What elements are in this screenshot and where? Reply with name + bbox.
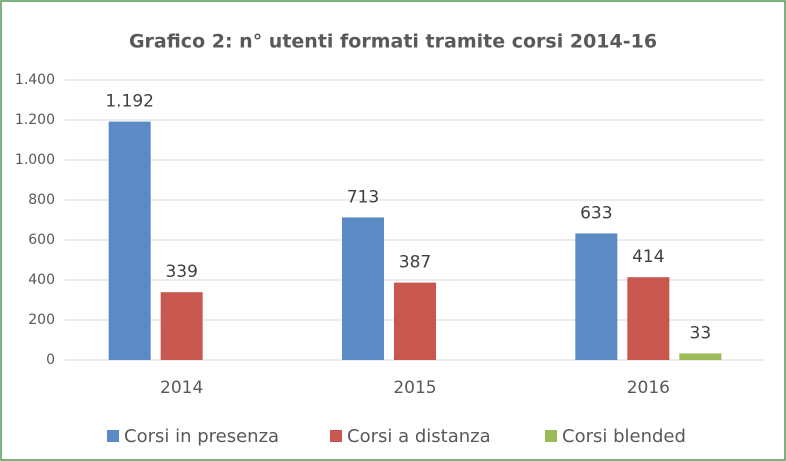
data-label: 633 <box>580 203 612 223</box>
bar <box>342 217 384 360</box>
bar <box>160 292 203 360</box>
y-tick-label: 200 <box>28 312 55 328</box>
legend-label: Corsi blended <box>562 426 686 447</box>
x-tick-label: 2015 <box>393 378 436 398</box>
x-tick-label: 2014 <box>160 378 203 398</box>
legend-swatch <box>107 430 119 442</box>
legend-swatch <box>330 430 342 442</box>
data-label: 339 <box>165 262 197 282</box>
bar <box>627 277 670 360</box>
data-label: 1.192 <box>105 92 154 112</box>
data-label: 414 <box>632 247 664 267</box>
legend-label: Corsi in presenza <box>124 426 279 447</box>
chart-title: Grafico 2: n° utenti formati tramite cor… <box>129 31 657 53</box>
y-tick-label: 400 <box>28 272 55 288</box>
y-tick-label: 0 <box>46 352 55 368</box>
y-tick-label: 1.400 <box>15 72 55 88</box>
bar <box>679 353 722 360</box>
y-tick-label: 600 <box>28 232 55 248</box>
data-label: 33 <box>690 323 712 343</box>
legend-label: Corsi a distanza <box>347 426 491 447</box>
bar <box>394 282 436 360</box>
y-tick-label: 800 <box>28 192 55 208</box>
bar <box>575 233 618 360</box>
y-tick-label: 1.000 <box>15 152 55 168</box>
bar <box>108 121 151 360</box>
legend-swatch <box>545 430 557 442</box>
x-tick-label: 2016 <box>627 378 670 398</box>
data-label: 713 <box>347 187 379 207</box>
data-label: 387 <box>399 253 431 273</box>
y-tick-label: 1.200 <box>15 112 55 128</box>
